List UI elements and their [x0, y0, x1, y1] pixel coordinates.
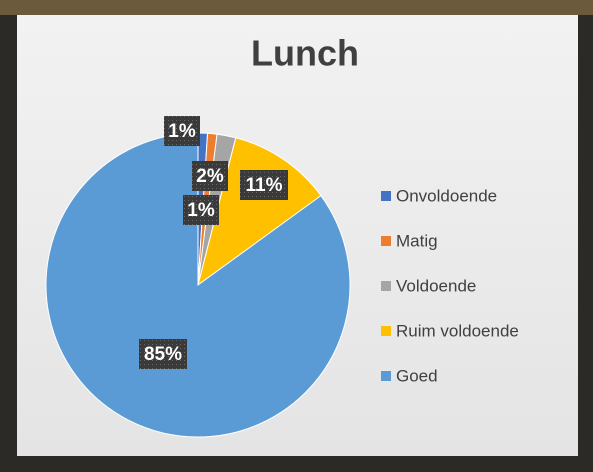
data-label: 85%: [144, 344, 182, 365]
data-label: 2%: [196, 166, 224, 187]
photo-strip: [0, 0, 593, 15]
legend-swatch: [381, 326, 391, 336]
legend-label: Goed: [396, 366, 438, 385]
legend-label: Voldoende: [396, 276, 476, 295]
data-label: 11%: [246, 175, 283, 196]
legend-label: Matig: [396, 231, 438, 250]
legend-label: Onvoldoende: [396, 186, 497, 205]
data-label: 1%: [168, 121, 196, 142]
data-label: 1%: [187, 200, 215, 221]
legend-swatch: [381, 236, 391, 246]
chart-title: Lunch: [251, 33, 359, 74]
chart: Lunch 1% 1% 2% 11% 85% Onvoldoende Matig Voldoe…: [0, 0, 593, 472]
legend-swatch: [381, 191, 391, 201]
legend-swatch: [381, 371, 391, 381]
legend-swatch: [381, 281, 391, 291]
legend-label: Ruim voldoende: [396, 321, 519, 340]
